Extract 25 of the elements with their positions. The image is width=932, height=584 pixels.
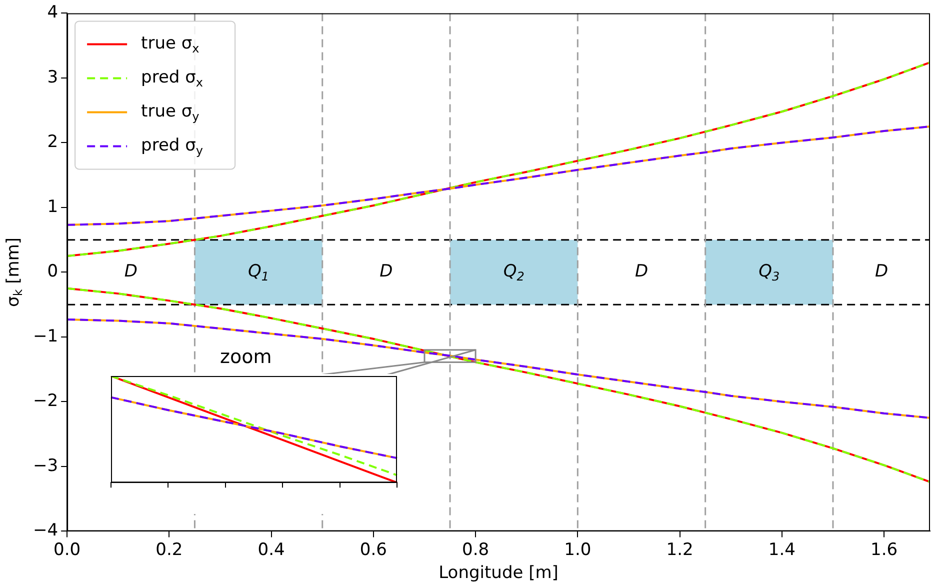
x-tick-label: 0.8 bbox=[462, 540, 490, 560]
x-tick-label: 1.0 bbox=[564, 540, 592, 560]
y-tick-label: 0 bbox=[47, 262, 58, 282]
y-tick-label: −2 bbox=[33, 391, 58, 412]
y-tick-label: −3 bbox=[33, 456, 58, 476]
y-axis-title: σk [mm] bbox=[3, 237, 26, 307]
annotation: D bbox=[124, 262, 138, 282]
x-tick-label: 1.4 bbox=[768, 540, 796, 560]
annotation: D bbox=[380, 262, 393, 282]
y-tick-label: 2 bbox=[47, 132, 58, 152]
y-tick-label: 1 bbox=[47, 196, 58, 217]
x-tick-label: 0.4 bbox=[258, 540, 285, 560]
annotation: D bbox=[874, 262, 888, 282]
x-tick-label: 1.6 bbox=[870, 540, 898, 560]
x-tick-label: 0.0 bbox=[54, 540, 81, 560]
annotation: zoom bbox=[220, 346, 272, 368]
y-tick-label: −1 bbox=[33, 326, 58, 346]
x-tick-label: 1.2 bbox=[666, 540, 694, 560]
annotation: D bbox=[634, 262, 648, 282]
x-tick-label: 0.6 bbox=[360, 540, 387, 560]
x-tick-label: 0.2 bbox=[156, 540, 183, 560]
x-axis-title: Longitude [m] bbox=[438, 563, 558, 584]
y-tick-label: 3 bbox=[47, 67, 58, 88]
y-tick-label: −4 bbox=[33, 520, 58, 541]
y-tick-label: 4 bbox=[47, 2, 58, 23]
